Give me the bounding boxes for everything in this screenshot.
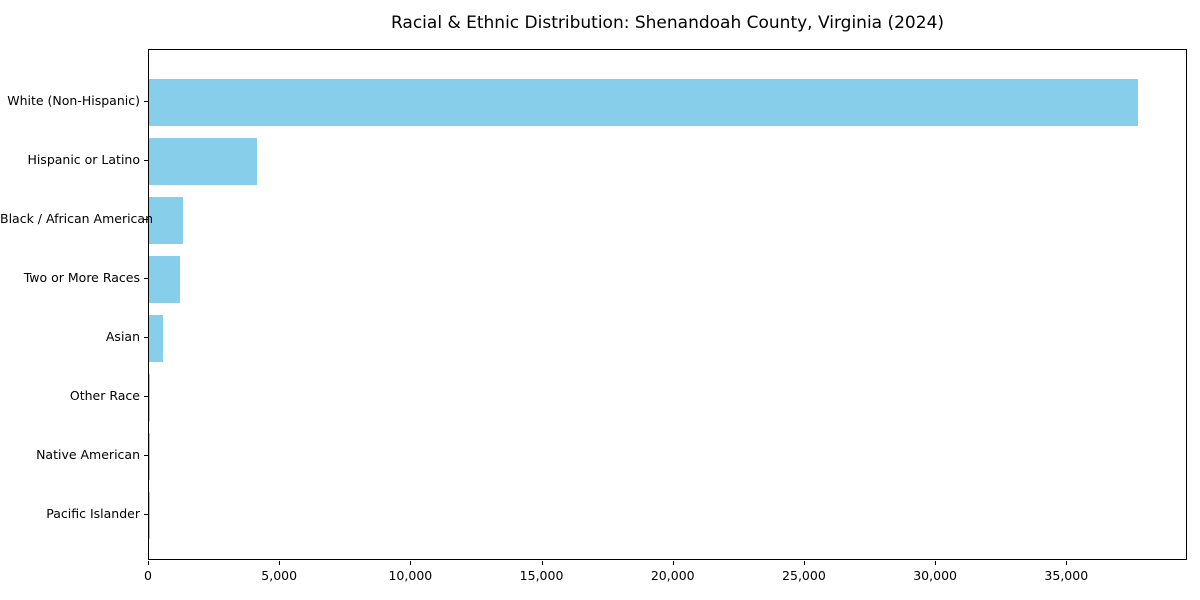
y-label-asian: Asian bbox=[105, 329, 140, 344]
bar-native-american bbox=[149, 432, 150, 480]
y-label-black-african-american: Black / African American bbox=[0, 211, 154, 226]
plot-area bbox=[148, 49, 1187, 560]
x-label-15000: 15,000 bbox=[519, 568, 564, 583]
y-label-white-non-hispanic: White (Non-Hispanic) bbox=[7, 93, 140, 108]
y-label-two-or-more-races: Two or More Races bbox=[23, 270, 140, 285]
y-tick-pacific-islander bbox=[144, 514, 148, 515]
y-label-hispanic-or-latino: Hispanic or Latino bbox=[27, 152, 140, 167]
x-label-30000: 30,000 bbox=[913, 568, 957, 583]
y-tick-asian bbox=[144, 337, 148, 338]
x-tick-10000 bbox=[410, 561, 412, 565]
y-label-native-american: Native American bbox=[36, 447, 140, 462]
y-tick-other-race bbox=[144, 396, 148, 397]
bar-black-african-american bbox=[149, 196, 184, 244]
y-tick-native-american bbox=[144, 455, 148, 456]
bar-two-or-more-races bbox=[149, 255, 181, 303]
x-tick-20000 bbox=[672, 561, 674, 565]
bar-hispanic-or-latino bbox=[149, 137, 257, 185]
y-tick-black-african-american bbox=[144, 219, 148, 220]
y-label-pacific-islander: Pacific Islander bbox=[46, 506, 140, 521]
x-label-10000: 10,000 bbox=[388, 568, 433, 583]
x-label-5000: 5,000 bbox=[261, 568, 298, 583]
x-label-25000: 25,000 bbox=[782, 568, 826, 583]
x-label-0: 0 bbox=[144, 568, 152, 583]
y-label-other-race: Other Race bbox=[69, 388, 140, 403]
x-label-20000: 20,000 bbox=[650, 568, 695, 583]
bar-asian bbox=[149, 314, 164, 362]
bar-other-race bbox=[149, 373, 151, 421]
x-tick-30000 bbox=[935, 561, 937, 565]
chart-title: Racial & Ethnic Distribution: Shenandoah… bbox=[390, 13, 945, 33]
x-tick-0 bbox=[148, 561, 149, 565]
x-tick-25000 bbox=[803, 561, 805, 565]
y-tick-hispanic-or-latino bbox=[144, 160, 148, 161]
x-label-35000: 35,000 bbox=[1044, 568, 1089, 583]
x-tick-15000 bbox=[541, 561, 543, 565]
bar-white-non-hispanic bbox=[149, 78, 1139, 126]
y-tick-white-non-hispanic bbox=[144, 101, 148, 102]
y-tick-two-or-more-races bbox=[144, 278, 148, 279]
x-tick-35000 bbox=[1066, 561, 1068, 565]
x-tick-5000 bbox=[279, 561, 281, 565]
